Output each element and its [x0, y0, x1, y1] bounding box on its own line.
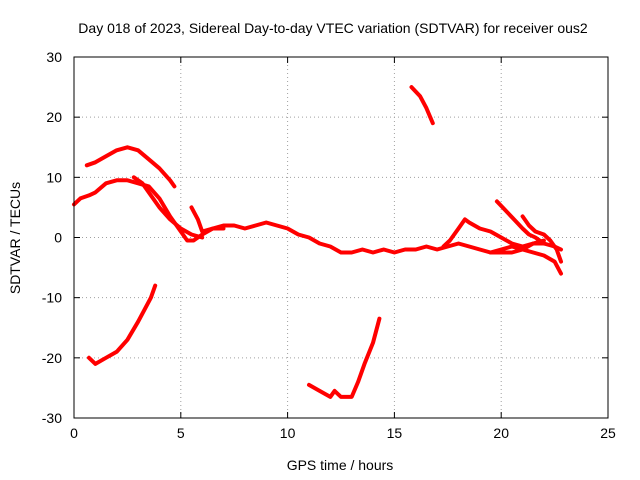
x-tick-label: 0 — [70, 425, 78, 441]
series-arc9 — [494, 199, 546, 246]
series-arc7 — [409, 85, 435, 126]
x-tick-label: 10 — [280, 425, 296, 441]
chart-title: Day 018 of 2023, Sidereal Day-to-day VTE… — [78, 20, 588, 36]
y-tick-label: 20 — [46, 109, 62, 125]
grid-lines — [74, 57, 608, 418]
y-tick-label: 10 — [46, 169, 62, 185]
y-tick-label: 30 — [46, 49, 62, 65]
axis-ticks: 0 5 10 15 20 25 -30 -20 -10 0 10 20 30 — [42, 49, 616, 441]
series-arc5 — [189, 205, 563, 255]
y-tick-label: 0 — [54, 230, 62, 246]
x-axis-label: GPS time / hours — [287, 457, 394, 473]
series-arc6 — [307, 316, 382, 399]
series-arc2 — [84, 145, 177, 189]
series-arc11 — [520, 214, 563, 264]
series-arc4 — [131, 175, 205, 240]
y-axis-label: SDTVAR / TECUs — [7, 182, 23, 294]
series-arc1 — [72, 178, 226, 243]
x-tick-label: 5 — [177, 425, 185, 441]
x-tick-label: 15 — [387, 425, 403, 441]
y-tick-label: -10 — [42, 290, 62, 306]
x-tick-label: 20 — [493, 425, 509, 441]
data-series — [72, 85, 563, 399]
series-arc3 — [87, 283, 158, 366]
x-tick-label: 25 — [600, 425, 616, 441]
series-arc10 — [488, 244, 563, 276]
y-tick-label: -20 — [42, 350, 62, 366]
series-arc8 — [441, 217, 546, 249]
y-tick-label: -30 — [42, 410, 62, 426]
